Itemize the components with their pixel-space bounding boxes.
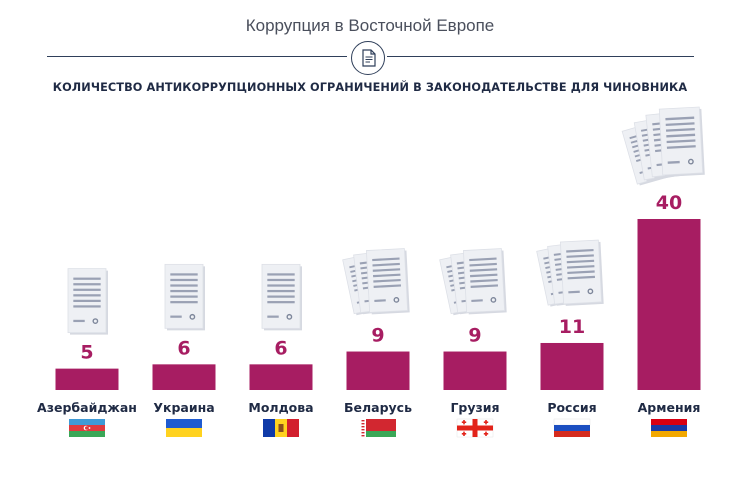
page-title: Коррупция в Восточной Европе	[245, 16, 495, 35]
document-stack-icon	[439, 248, 507, 316]
category-label-1: Украина	[153, 400, 214, 415]
value-label-2: 6	[274, 337, 287, 359]
armenia-flag-icon	[651, 419, 687, 437]
value-label-4: 9	[468, 325, 481, 347]
moldova-flag-icon	[263, 419, 299, 437]
value-label-1: 6	[177, 337, 190, 359]
value-label-3: 9	[371, 325, 384, 347]
ukraine-flag-icon	[166, 419, 202, 437]
bar-3	[346, 351, 410, 390]
category-label-3: Беларусь	[344, 400, 412, 415]
category-label-5: Россия	[547, 400, 596, 415]
azerbaijan-flag-icon	[69, 419, 105, 437]
value-label-5: 11	[559, 316, 585, 338]
category-label-4: Грузия	[450, 400, 499, 415]
bar-5	[540, 342, 604, 390]
value-label-0: 5	[80, 342, 93, 364]
georgia-flag-icon	[456, 418, 494, 438]
bar-1	[152, 364, 216, 390]
single-document-icon	[67, 268, 108, 335]
value-label-6: 40	[656, 192, 682, 214]
category-label-2: Молдова	[248, 400, 313, 415]
document-icon	[351, 41, 385, 75]
document-stack-icon	[342, 248, 410, 316]
belarus-flag-icon	[360, 419, 396, 437]
bar-2	[249, 364, 313, 390]
chart-title: КОЛИЧЕСТВО АНТИКОРРУПЦИОННЫХ ОГРАНИЧЕНИЙ…	[52, 81, 688, 94]
single-document-icon	[261, 263, 302, 331]
document-pile-icon	[621, 106, 705, 186]
title-divider-left	[47, 56, 347, 57]
russia-flag-icon	[553, 418, 591, 437]
category-label-6: Армения	[638, 400, 701, 415]
single-document-icon	[164, 263, 205, 331]
title-divider-right	[387, 56, 694, 57]
bar-6	[637, 219, 701, 390]
bar-0	[55, 368, 119, 390]
bar-4	[443, 351, 507, 390]
category-label-0: Азербайджан	[37, 400, 137, 415]
document-stack-icon	[536, 239, 604, 307]
